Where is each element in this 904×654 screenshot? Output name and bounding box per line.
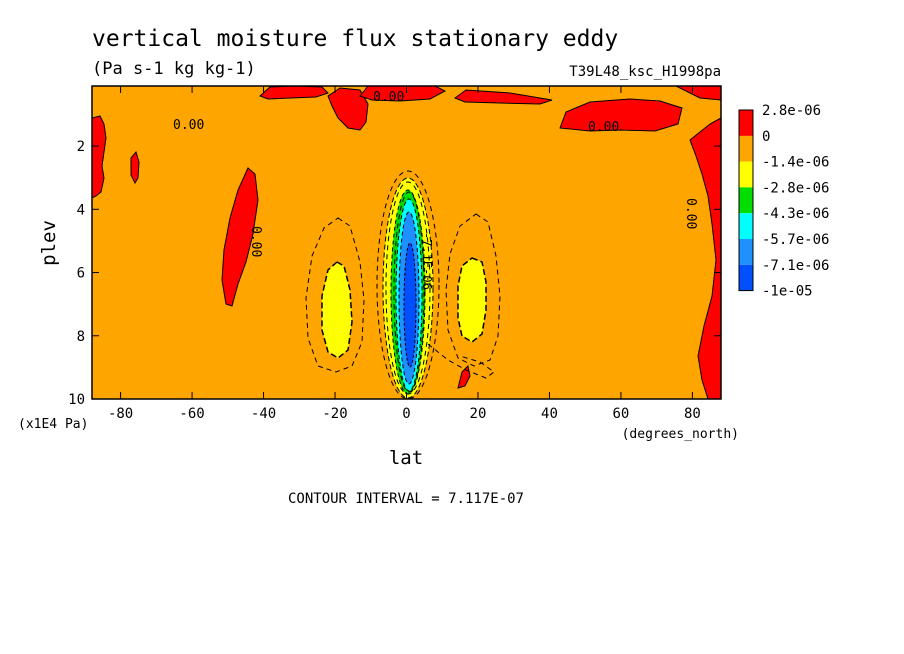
positive-region-np-top (675, 86, 721, 101)
legend-label: 2.8e-06 (762, 103, 821, 119)
positive-region-top-center (359, 86, 447, 102)
y-axis: 2 4 6 8 10 (68, 139, 721, 408)
dashed-contour-south (305, 217, 365, 373)
x-tick-label: -80 (108, 406, 133, 422)
x-tick-label: 0 (402, 406, 410, 422)
y-tick-label: 6 (77, 266, 85, 282)
positive-region-top-right-strip (453, 89, 553, 105)
legend-swatch (739, 187, 753, 214)
dashed-contour-eq-mid (385, 181, 431, 395)
contour-interval: CONTOUR INTERVAL = 7.117E-07 (288, 491, 524, 507)
legend-label: -7.1e-06 (762, 258, 829, 274)
x-tick-label: 60 (613, 406, 630, 422)
y-tick-label: 2 (77, 139, 85, 155)
legend-swatch-top (739, 110, 753, 136)
x-tick-label: -20 (322, 406, 347, 422)
contour-label-5: 0.00 (683, 198, 698, 229)
positive-region-nh-mid (559, 98, 683, 132)
legend-swatch (739, 161, 753, 188)
negative-region-north-yellow (457, 257, 487, 343)
y-tick-label: 8 (77, 329, 85, 345)
chart-title: vertical moisture flux stationary eddy (92, 26, 618, 52)
dashed-contour-north (445, 213, 501, 367)
contour-label-2: 0.00 (373, 90, 404, 105)
dashed-contour-eq-outer (376, 170, 440, 399)
dashed-contours (305, 170, 501, 399)
y-axis-units: (x1E4 Pa) (18, 417, 88, 432)
negative-region-eq-blue (403, 242, 417, 368)
colorbar-legend: 2.8e-06 0 -1.4e-06 -2.8e-06 -4.3e-06 -5.7e-06… (738, 103, 829, 300)
x-tick-label: 20 (470, 406, 487, 422)
legend-label: -1e-05 (762, 284, 813, 300)
contour-labels: 0.00 0.00 0.00 0.00 0.00 -7.1E-06 (173, 90, 698, 290)
contour-label-4: 0.00 (248, 226, 263, 257)
chart-units: (Pa s-1 kg kg-1) (92, 59, 256, 79)
legend-label: -4.3e-06 (762, 206, 829, 222)
x-axis: -80 -60 -40 -20 0 20 40 60 80 (108, 86, 701, 422)
contour-label-1: 0.00 (173, 118, 204, 133)
run-id: T39L48_ksc_H1998pa (569, 64, 721, 80)
y-axis-label: plev (38, 220, 60, 266)
negative-region-south-yellow (321, 261, 353, 359)
y-tick-label: 10 (68, 392, 85, 408)
dashed-contour-eq-inner (393, 191, 425, 393)
legend-label: -2.8e-06 (762, 180, 829, 196)
positive-region-midlat (221, 167, 259, 307)
positive-region-top-mid (327, 87, 369, 131)
legend-swatch (739, 213, 753, 239)
x-axis-units: (degrees_north) (622, 427, 739, 442)
y-tick-label: 4 (77, 202, 85, 218)
legend-label: 0 (762, 129, 770, 145)
positive-region-np (689, 117, 721, 399)
positive-regions (92, 86, 721, 399)
positive-region-sp (92, 115, 107, 199)
x-tick-label: -60 (179, 406, 204, 422)
legend-swatch (739, 135, 753, 162)
contour-label-6: -7.1E-06 (420, 232, 434, 290)
x-tick-label: -40 (251, 406, 276, 422)
x-tick-label: 80 (684, 406, 701, 422)
dashed-contour-north-tail (427, 343, 495, 379)
negative-regions (321, 177, 487, 399)
legend-label: -1.4e-06 (762, 155, 829, 171)
positive-region-sp-small (130, 150, 140, 185)
legend-frame (738, 109, 754, 292)
x-tick-label: 40 (541, 406, 558, 422)
plot-area (92, 86, 721, 399)
legend-label: -5.7e-06 (762, 232, 829, 248)
legend-swatch (739, 239, 753, 265)
x-axis-label: lat (389, 447, 423, 469)
legend-swatch (739, 264, 753, 291)
contour-label-3: 0.00 (588, 120, 619, 135)
